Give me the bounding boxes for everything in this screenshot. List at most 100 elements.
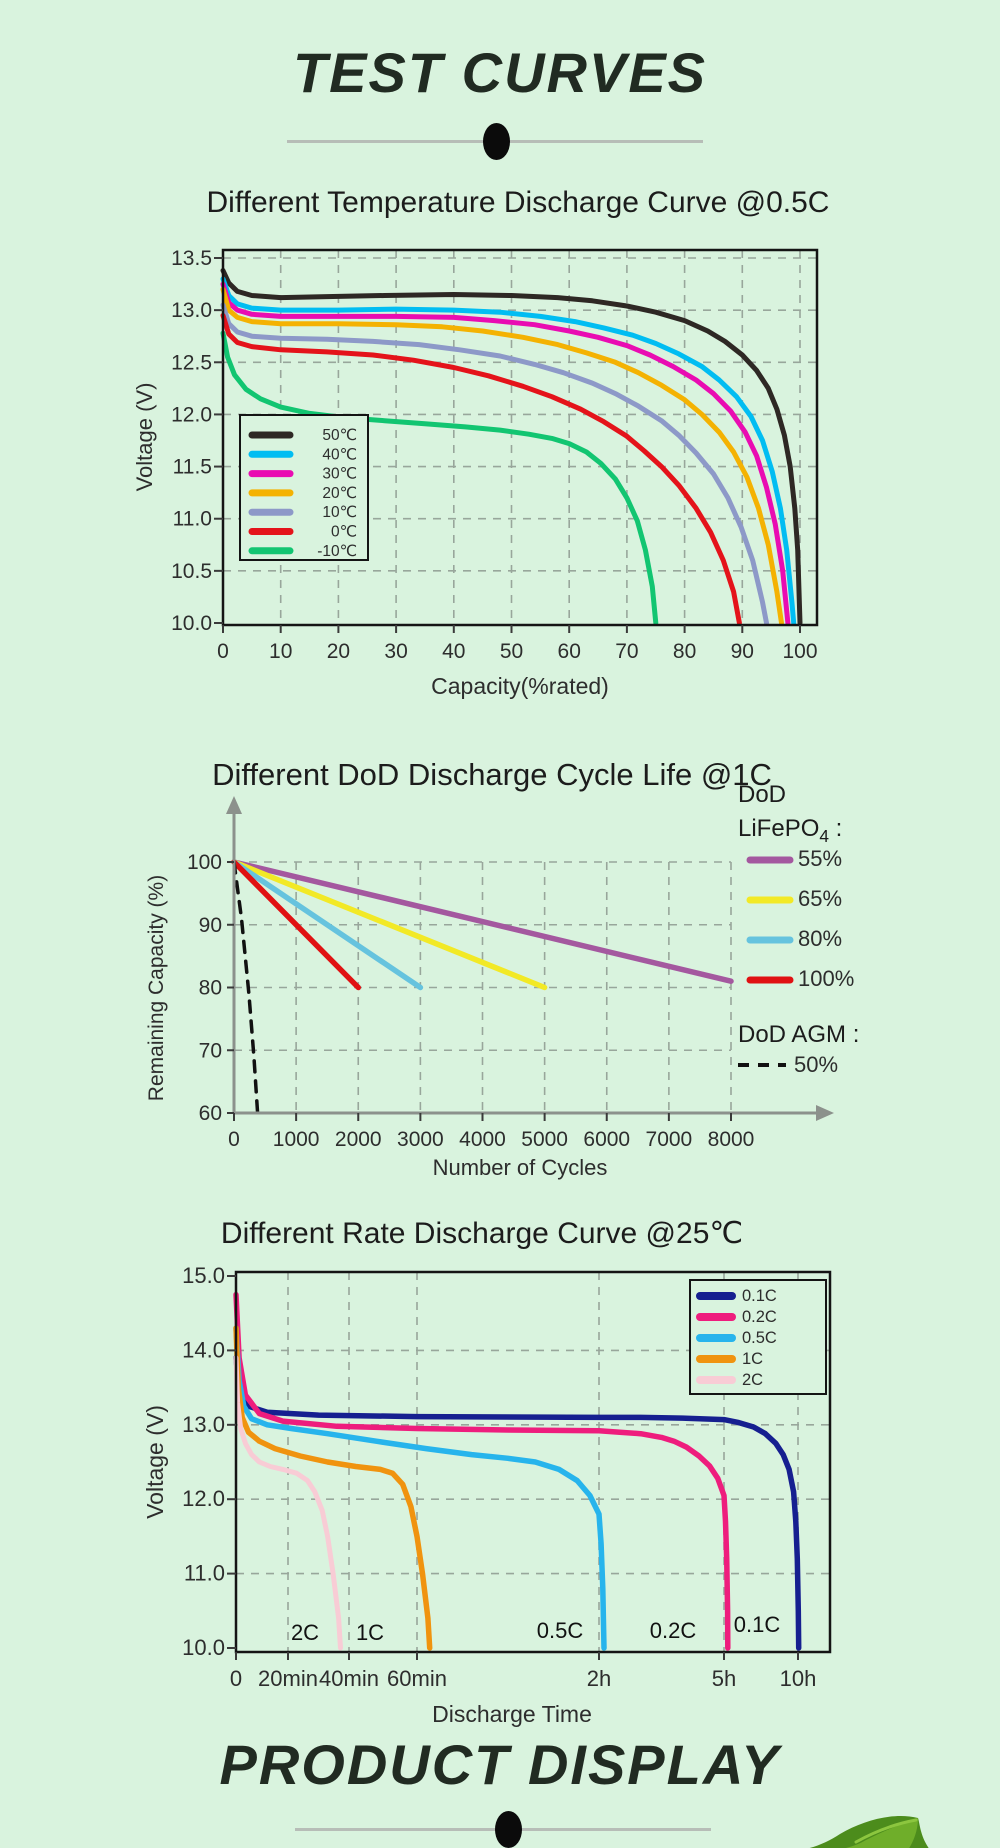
series-DoD LiFePO4 65% <box>231 859 548 991</box>
x-tick: 0 <box>230 1666 242 1691</box>
y-axis-label: Voltage (V) <box>132 383 157 492</box>
oval-dot-icon <box>495 1811 522 1848</box>
x-tick: 10 <box>269 640 292 663</box>
y-tick: 11.5 <box>173 456 212 479</box>
x-tick: 2000 <box>335 1128 382 1151</box>
x-tick: 70 <box>615 640 638 663</box>
x-tick: 30 <box>384 640 407 663</box>
y-tick: 13.5 <box>171 247 212 270</box>
legend-label: 55% <box>798 846 842 871</box>
oval-dot-icon <box>483 123 510 160</box>
section-title-test-curves: TEST CURVES <box>292 41 708 104</box>
y-tick: 10.0 <box>182 1635 225 1660</box>
series-30℃ <box>220 281 791 626</box>
x-tick: 3000 <box>397 1128 444 1151</box>
y-tick: 12.5 <box>171 351 212 374</box>
y-tick: 90 <box>199 914 222 937</box>
divider-bottom <box>295 1810 711 1848</box>
legend-label: 0.2C <box>742 1308 777 1326</box>
chart-title: Different DoD Discharge Cycle Life @1C <box>212 757 772 792</box>
series-10℃ <box>220 302 769 626</box>
legend-label: 0.5C <box>742 1329 777 1347</box>
chart-title: Different Temperature Discharge Curve @0… <box>207 186 830 219</box>
y-tick: 13.0 <box>171 299 212 322</box>
legend-label: 0℃ <box>331 524 357 541</box>
x-axis-label: Number of Cycles <box>433 1155 608 1180</box>
x-tick: 7000 <box>646 1128 693 1151</box>
y-tick: 100 <box>187 851 222 874</box>
x-axis-label: Capacity(%rated) <box>431 673 609 699</box>
series-40℃ <box>220 276 797 626</box>
y-tick: 70 <box>199 1039 222 1062</box>
y-tick: 15.0 <box>182 1263 225 1288</box>
y-tick: 12.0 <box>171 403 212 426</box>
series-0.5C <box>233 1325 607 1651</box>
x-tick: 5000 <box>521 1128 568 1151</box>
series--10℃ <box>220 330 659 626</box>
y-tick: 11.0 <box>184 1561 225 1586</box>
y-tick: 60 <box>199 1102 222 1125</box>
series-50℃ <box>220 268 803 626</box>
series-1C <box>233 1325 433 1651</box>
x-tick: 40min <box>319 1666 379 1691</box>
legend-label: 10℃ <box>322 504 357 521</box>
series-DoD LiFePO4 80% <box>231 859 424 991</box>
x-tick: 20min <box>258 1666 318 1691</box>
x-tick: 5h <box>712 1666 736 1691</box>
x-axis-label: Discharge Time <box>432 1701 592 1727</box>
section-title-product-display: PRODUCT DISPLAY <box>219 1733 781 1796</box>
legend-label: 30℃ <box>322 466 357 483</box>
y-tick: 10.0 <box>171 612 212 635</box>
legend-label: 1C <box>742 1350 763 1368</box>
x-tick: 100 <box>782 640 817 663</box>
x-tick: 90 <box>731 640 754 663</box>
series-20℃ <box>220 286 784 626</box>
legend-label: 20℃ <box>322 485 357 502</box>
x-tick: 2h <box>587 1666 611 1691</box>
x-tick: 6000 <box>583 1128 630 1151</box>
x-tick: 80 <box>673 640 696 663</box>
series-DoD LiFePO4 100% <box>231 859 362 991</box>
legend-label: 80% <box>798 926 842 951</box>
x-tick: 40 <box>442 640 465 663</box>
legend-label: 50% <box>794 1052 838 1077</box>
temperature-discharge-chart: Different Temperature Discharge Curve @0… <box>132 186 830 699</box>
x-tick: 60min <box>387 1666 447 1691</box>
x-tick: 4000 <box>459 1128 506 1151</box>
series-DoD LiFePO4 55% <box>231 859 734 984</box>
legend-label: -10℃ <box>317 543 357 560</box>
legend-header-dod: DoD <box>738 781 786 808</box>
y-tick: 14.0 <box>182 1337 225 1362</box>
divider-top <box>287 122 703 162</box>
curve-label: 0.5C <box>537 1618 584 1643</box>
legend-label: 40℃ <box>322 446 357 463</box>
x-tick: 10h <box>780 1666 817 1691</box>
x-tick: 0 <box>228 1128 240 1151</box>
y-axis-label: Remaining Capacity (%) <box>145 875 168 1101</box>
legend-header-lifepo4: LiFePO4 : <box>738 815 842 846</box>
series-0.2C <box>233 1291 731 1651</box>
legend-label: 2C <box>742 1371 763 1389</box>
series-2C <box>233 1355 343 1651</box>
curve-label: 0.1C <box>734 1612 781 1637</box>
series-0℃ <box>220 312 742 626</box>
legend-label: 0.1C <box>742 1287 777 1305</box>
leaf-icon <box>809 1816 929 1848</box>
y-tick: 12.0 <box>182 1486 225 1511</box>
x-tick: 20 <box>327 640 350 663</box>
x-tick: 8000 <box>708 1128 755 1151</box>
y-tick: 11.0 <box>173 508 212 531</box>
y-tick: 10.5 <box>171 560 212 583</box>
legend-header-agm: DoD AGM : <box>738 1021 859 1048</box>
chart-title: Different Rate Discharge Curve @25℃ <box>221 1217 743 1250</box>
x-tick: 1000 <box>273 1128 320 1151</box>
curve-label: 0.2C <box>650 1618 697 1643</box>
curve-label: 2C <box>291 1620 319 1645</box>
y-axis-label: Voltage (V) <box>142 1405 168 1519</box>
legend-label: 65% <box>798 886 842 911</box>
y-tick: 13.0 <box>182 1412 225 1437</box>
legend-label: 100% <box>798 966 854 991</box>
series-0.1C <box>233 1355 802 1651</box>
dod-cycle-life-chart: Different DoD Discharge Cycle Life @1C 0 1… <box>145 757 859 1180</box>
